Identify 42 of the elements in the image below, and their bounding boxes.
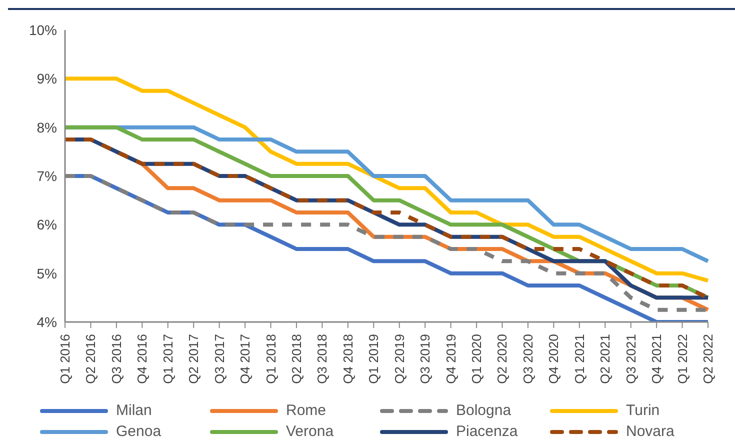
x-tick-label: Q3 2018 [314, 334, 330, 384]
x-tick-label: Q1 2017 [160, 334, 176, 384]
x-tick-label: Q1 2022 [674, 334, 690, 384]
x-tick-label: Q2 2017 [186, 334, 202, 384]
y-tick-label: 9% [36, 70, 57, 87]
x-tick-label: Q2 2016 [83, 334, 98, 384]
y-tick-label: 7% [36, 168, 57, 184]
x-tick-label: Q2 2021 [598, 334, 613, 384]
x-tick-label: Q4 2021 [649, 334, 664, 384]
x-tick-label: Q4 2018 [340, 334, 356, 384]
y-tick-label: 6% [36, 216, 57, 233]
x-tick-label: Q3 2019 [418, 334, 433, 384]
x-tick-label: Q2 2019 [392, 334, 407, 384]
legend-label: Novara [626, 423, 674, 440]
x-tick-label: Q3 2020 [520, 334, 536, 384]
x-tick-label: Q2 2020 [494, 334, 510, 384]
y-tick-label: 8% [36, 119, 57, 136]
legend-label: Genoa [116, 423, 162, 440]
x-tick-label: Q4 2019 [443, 334, 458, 384]
legend-label: Piacenza [456, 423, 518, 440]
y-tick-label: 10% [28, 22, 57, 38]
legend-label: Turin [626, 402, 660, 419]
x-tick-label: Q4 2020 [546, 334, 562, 384]
x-tick-label: Q4 2017 [238, 334, 253, 384]
y-tick-label: 4% [36, 314, 57, 330]
x-tick-label: Q1 2021 [572, 334, 587, 384]
x-tick-label: Q3 2016 [108, 334, 124, 384]
x-tick-label: Q4 2016 [134, 334, 150, 384]
legend-label: Verona [286, 423, 334, 440]
x-tick-label: Q2 2022 [700, 334, 716, 384]
x-tick-label: Q1 2019 [366, 334, 382, 384]
legend-label: Bologna [456, 402, 512, 419]
legend-label: Rome [286, 402, 326, 419]
legend-label: Milan [116, 402, 152, 419]
x-tick-label: Q1 2018 [263, 334, 278, 384]
y-tick-label: 5% [36, 265, 57, 282]
x-tick-label: Q1 2016 [58, 334, 72, 384]
x-tick-label: Q3 2021 [623, 334, 638, 384]
x-tick-label: Q2 2018 [288, 334, 304, 384]
x-tick-label: Q1 2020 [469, 334, 484, 384]
x-tick-label: Q3 2017 [212, 334, 227, 384]
line-series [63, 76, 710, 283]
